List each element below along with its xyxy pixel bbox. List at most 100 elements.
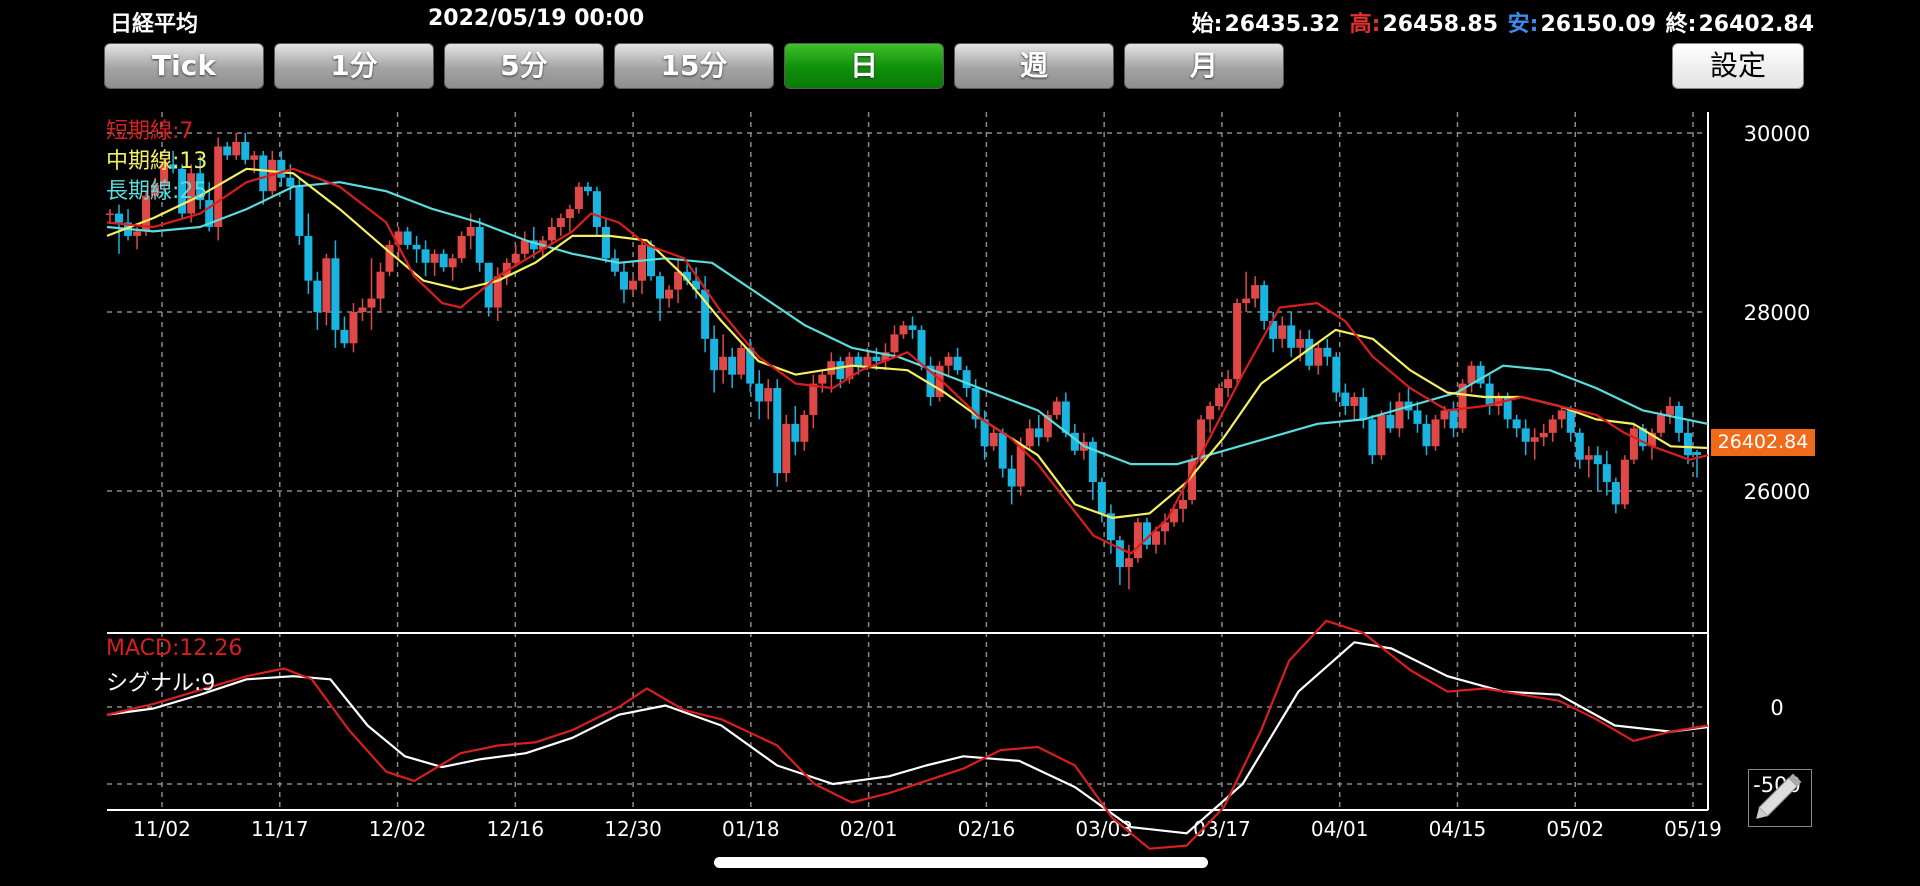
x-tick-label: 11/17 [251, 817, 309, 841]
candle-body [1512, 419, 1521, 429]
candle-body [980, 419, 989, 447]
candle-body [196, 173, 205, 201]
chart-datetime: 2022/05/19 00:00 [428, 6, 645, 31]
candle-body [710, 338, 719, 371]
x-tick-label: 05/02 [1546, 817, 1604, 841]
candle-body [1368, 419, 1377, 456]
x-tick-label: 01/18 [722, 817, 780, 841]
candle-body [160, 164, 169, 185]
candle-body [836, 361, 845, 380]
x-tick-label: 12/16 [486, 817, 544, 841]
legend-signal: シグナル:9 [106, 671, 216, 696]
candle-body [619, 271, 628, 290]
candle-body [701, 289, 710, 339]
candle-body [926, 365, 935, 398]
candle-body [1088, 441, 1097, 483]
candle-body [115, 213, 124, 223]
candle-body [1034, 428, 1043, 438]
candle-body [1665, 405, 1674, 415]
candle-body [1611, 482, 1620, 505]
low-value: 26150.09 [1540, 12, 1656, 37]
candle-body [493, 276, 502, 308]
pencil-icon [1756, 773, 1802, 819]
candle-body [1485, 383, 1494, 406]
period-5min-button[interactable]: 5分 [444, 43, 604, 89]
candle-body [935, 365, 944, 398]
home-indicator [714, 857, 1208, 868]
period-month-button[interactable]: 月 [1124, 43, 1284, 89]
x-tick-label: 12/02 [369, 817, 427, 841]
candle-body [881, 352, 890, 362]
candle-body [656, 276, 665, 299]
candle-body [259, 155, 268, 192]
candle-body [818, 374, 827, 384]
candle-body [1052, 401, 1061, 415]
candle-body [872, 356, 881, 362]
period-1min-button[interactable]: 1分 [274, 43, 434, 89]
candle-body [782, 423, 791, 474]
candle-body [962, 370, 971, 389]
period-week-button[interactable]: 週 [954, 43, 1114, 89]
candle-body [151, 184, 160, 196]
period-15min-button[interactable]: 15分 [614, 43, 774, 89]
candle-body [1503, 397, 1512, 420]
legend-macd: MACD:12.26 [106, 636, 243, 661]
current-price-tag: 26402.84 [1711, 429, 1815, 456]
macd-line [106, 619, 1709, 850]
candle-body [809, 383, 818, 415]
close-value: 26402.84 [1698, 12, 1814, 37]
candle-body [232, 141, 241, 156]
candle-body [1656, 414, 1665, 433]
candle-body [475, 226, 484, 263]
y-tick-label: 26000 [1744, 480, 1811, 504]
candle-body [1377, 414, 1386, 456]
candle-body [1557, 410, 1566, 420]
candle-body [1323, 347, 1332, 357]
candle-body [592, 191, 601, 227]
candle-body [1548, 419, 1557, 433]
candle-body [1620, 459, 1629, 505]
candle-body [1305, 338, 1314, 366]
ohlc-readout: 始:26435.32 高:26458.85 安:26150.09 終:26402… [1190, 6, 1814, 38]
candle-body [1151, 531, 1160, 545]
high-value: 26458.85 [1382, 12, 1498, 37]
candle-body [1061, 401, 1070, 433]
x-tick-label: 02/01 [840, 817, 898, 841]
candle-body [1476, 365, 1485, 384]
candle-body [683, 271, 692, 281]
candle-body [1296, 338, 1305, 348]
x-tick-label: 05/19 [1664, 817, 1722, 841]
candle-body [1142, 522, 1151, 545]
candle-body [1467, 365, 1476, 384]
y-tick-label: 30000 [1744, 122, 1811, 146]
candle-body [899, 325, 908, 335]
candle-body [998, 432, 1007, 469]
candle-body [1422, 423, 1431, 447]
candle-body [412, 244, 421, 250]
candle-body [583, 186, 592, 192]
period-tick-button[interactable]: Tick [104, 43, 264, 89]
candle-body [854, 356, 863, 366]
edit-drawing-button[interactable] [1748, 769, 1812, 827]
candle-body [106, 213, 114, 216]
candle-body [457, 235, 466, 259]
x-tick-label: 02/16 [958, 817, 1016, 841]
instrument-title: 日経平均 [110, 12, 199, 37]
candle-body [223, 146, 232, 156]
candle-body [1431, 419, 1440, 447]
candle-body [250, 155, 259, 160]
candle-body [340, 329, 349, 344]
period-day-button[interactable]: 日 [784, 43, 944, 89]
candle-body [1260, 285, 1269, 321]
candle-body [358, 307, 367, 312]
close-label: 終: [1665, 12, 1697, 37]
candle-body [1386, 414, 1395, 429]
candle-body [178, 168, 187, 214]
mid-ma-line [106, 167, 1709, 520]
candle-body [574, 186, 583, 210]
candle-body [277, 159, 286, 178]
settings-button[interactable]: 設定 [1672, 43, 1804, 89]
candle-body [1197, 419, 1206, 460]
candle-body [1179, 499, 1188, 509]
